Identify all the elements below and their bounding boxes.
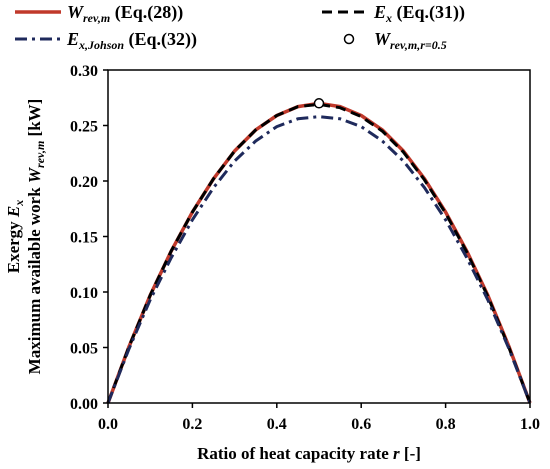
plot-frame [107, 69, 531, 404]
series-line-2 [106, 102, 532, 404]
y-axis-title-line1: Exergy Ex [4, 200, 26, 274]
y-tick-label: 0.25 [70, 119, 98, 136]
x-tick-label: 0.0 [98, 416, 118, 433]
legend-label-3: Ex,Johson (Eq.(32)) [66, 29, 197, 52]
series-line-3 [106, 115, 532, 404]
legend: Wrev,m (Eq.(28)) Ex (Eq.(31)) Ex,Johson (E… [15, 2, 465, 52]
y-tick-label: 0.30 [70, 63, 98, 80]
x-axis-title: Ratio of heat capacity rate r [-] [197, 444, 421, 463]
x-tick-label: 0.8 [436, 416, 456, 433]
legend-marker-symbol [343, 33, 355, 45]
plot-area [106, 98, 532, 404]
legend-label-1: Wrev,m (Eq.(28)) [67, 2, 183, 25]
axes: 0.0 0.2 0.4 0.6 0.8 1.0 0.00 0.05 0.10 0.15 0.20 0.… [4, 63, 540, 463]
y-tick-label: 0.00 [70, 396, 98, 413]
x-tick-label: 1.0 [520, 416, 540, 433]
legend-label-4: Wrev,m,r=0.5 [374, 29, 447, 52]
x-tick-label: 0.2 [182, 416, 202, 433]
y-tick-label: 0.20 [70, 174, 98, 191]
y-tick-label: 0.10 [70, 285, 98, 302]
y-axis-title-line2: Maximum available work Wrev,m [kW] [25, 99, 47, 375]
y-tick-label: 0.15 [70, 230, 98, 247]
marker-point [313, 98, 325, 109]
y-tick-label: 0.05 [70, 341, 98, 358]
x-tick-label: 0.6 [351, 416, 371, 433]
legend-label-2: Ex (Eq.(31)) [373, 2, 465, 25]
x-tick-label: 0.4 [267, 416, 287, 433]
